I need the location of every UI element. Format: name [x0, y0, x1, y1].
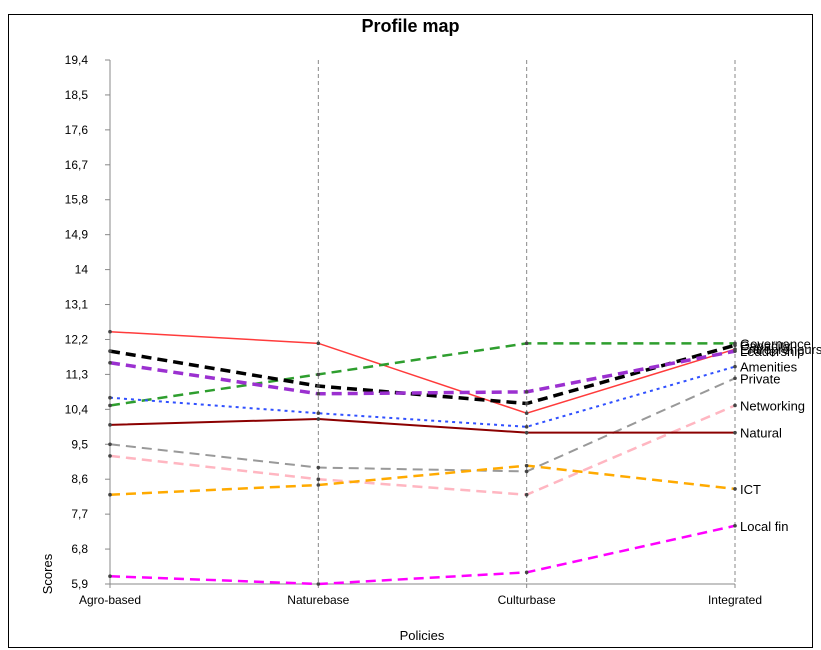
- data-point-natural: [524, 430, 529, 435]
- series-line-ict: [109, 464, 736, 496]
- y-tick-label: 12,2: [65, 332, 89, 346]
- y-tick-label: 14: [75, 263, 89, 277]
- data-point-local-fin: [108, 574, 112, 579]
- series-lines: [108, 329, 737, 586]
- data-point-governance: [524, 341, 529, 346]
- x-tick-label: Integrated: [708, 593, 762, 607]
- data-point-leadership: [524, 390, 529, 394]
- data-point-governance: [108, 403, 112, 408]
- series-labels: EntrepreneurshipGovernanceCapacityLeader…: [740, 336, 821, 533]
- y-tick-label: 13,1: [65, 298, 89, 312]
- series-line-private: [109, 377, 736, 473]
- data-point-private: [108, 442, 112, 447]
- x-tick-label: Naturebase: [287, 593, 349, 607]
- series-line-natural: [109, 418, 735, 434]
- y-tick-label: 19,4: [65, 53, 89, 67]
- data-point-ict: [733, 487, 737, 491]
- series-line-local-fin: [109, 524, 736, 586]
- x-tick-label: Agro-based: [79, 593, 141, 607]
- data-point-networking: [524, 492, 529, 497]
- data-point-networking: [733, 403, 737, 408]
- data-point-local-fin: [316, 582, 321, 586]
- series-line-leadership: [109, 349, 736, 396]
- data-point-capacity: [524, 401, 529, 406]
- data-point-ict: [108, 492, 112, 497]
- series-line-entrepreneurship: [109, 330, 736, 415]
- series-line-capacity: [109, 343, 736, 406]
- data-point-ict: [524, 463, 529, 468]
- series-label-private: Private: [740, 371, 780, 386]
- y-tick-label: 15,8: [65, 193, 89, 207]
- y-tick-label: 5,9: [71, 577, 88, 591]
- series-label-governance: Governance: [740, 336, 811, 351]
- data-point-leadership: [108, 360, 112, 365]
- data-point-amenities: [316, 411, 321, 416]
- y-tick-label: 16,7: [65, 158, 89, 172]
- series-label-networking: Networking: [740, 398, 805, 413]
- series-line-amenities: [109, 365, 736, 428]
- data-point-private: [733, 376, 737, 381]
- data-point-networking: [108, 454, 112, 458]
- data-point-natural: [108, 423, 112, 427]
- x-axis-label: Policies: [400, 628, 445, 643]
- data-point-local-fin: [733, 523, 737, 528]
- series-line-networking: [109, 404, 736, 496]
- data-point-entrepreneurship: [108, 329, 112, 334]
- y-tick-label: 10,4: [65, 402, 89, 416]
- data-point-amenities: [108, 395, 112, 400]
- data-point-natural: [733, 430, 737, 435]
- y-tick-label: 11,3: [66, 367, 89, 381]
- series-label-natural: Natural: [740, 426, 782, 441]
- data-point-ict: [316, 483, 321, 487]
- y-tick-label: 17,6: [65, 123, 89, 137]
- y-tick-label: 6,8: [71, 542, 88, 556]
- data-point-entrepreneurship: [316, 341, 321, 346]
- data-point-amenities: [524, 425, 529, 429]
- axes: 19,4 18,5 17,6 16,7 15,8 14,9 14 13,1 12,2 11,3 10…: [65, 53, 762, 607]
- y-tick-label: 18,5: [65, 88, 89, 102]
- y-tick-label: 8,6: [71, 472, 88, 486]
- series-label-local-fin: Local fin: [740, 519, 788, 534]
- data-point-governance: [316, 372, 321, 377]
- y-axis-label: Scores: [40, 553, 55, 594]
- data-point-leadership: [733, 349, 737, 353]
- data-point-networking: [316, 477, 321, 482]
- x-tick-label: Culturbase: [498, 593, 556, 607]
- data-point-private: [524, 469, 529, 474]
- series-label-leadership: Leadership: [740, 344, 804, 359]
- data-point-capacity: [733, 343, 737, 348]
- data-point-capacity: [316, 384, 321, 388]
- data-point-amenities: [733, 364, 737, 369]
- chart-title: Profile map: [361, 16, 460, 36]
- data-point-capacity: [108, 349, 112, 353]
- series-label-amenities: Amenities: [740, 360, 798, 375]
- data-point-local-fin: [524, 570, 529, 575]
- data-point-leadership: [316, 392, 321, 396]
- series-line-governance: [109, 342, 735, 407]
- series-label-capacity: Capacity: [740, 338, 791, 353]
- y-tick-label: 14,9: [65, 228, 89, 242]
- data-point-entrepreneurship: [524, 411, 529, 416]
- data-point-private: [316, 465, 321, 470]
- series-label-ict: ICT: [740, 482, 761, 497]
- chart-frame: [8, 14, 813, 648]
- data-point-natural: [316, 417, 321, 421]
- y-tick-label: 7,7: [71, 507, 88, 521]
- grid-lines: [317, 60, 736, 584]
- y-tick-label: 9,5: [71, 437, 88, 451]
- series-label-entrepreneurship: Entrepreneurship: [740, 342, 821, 357]
